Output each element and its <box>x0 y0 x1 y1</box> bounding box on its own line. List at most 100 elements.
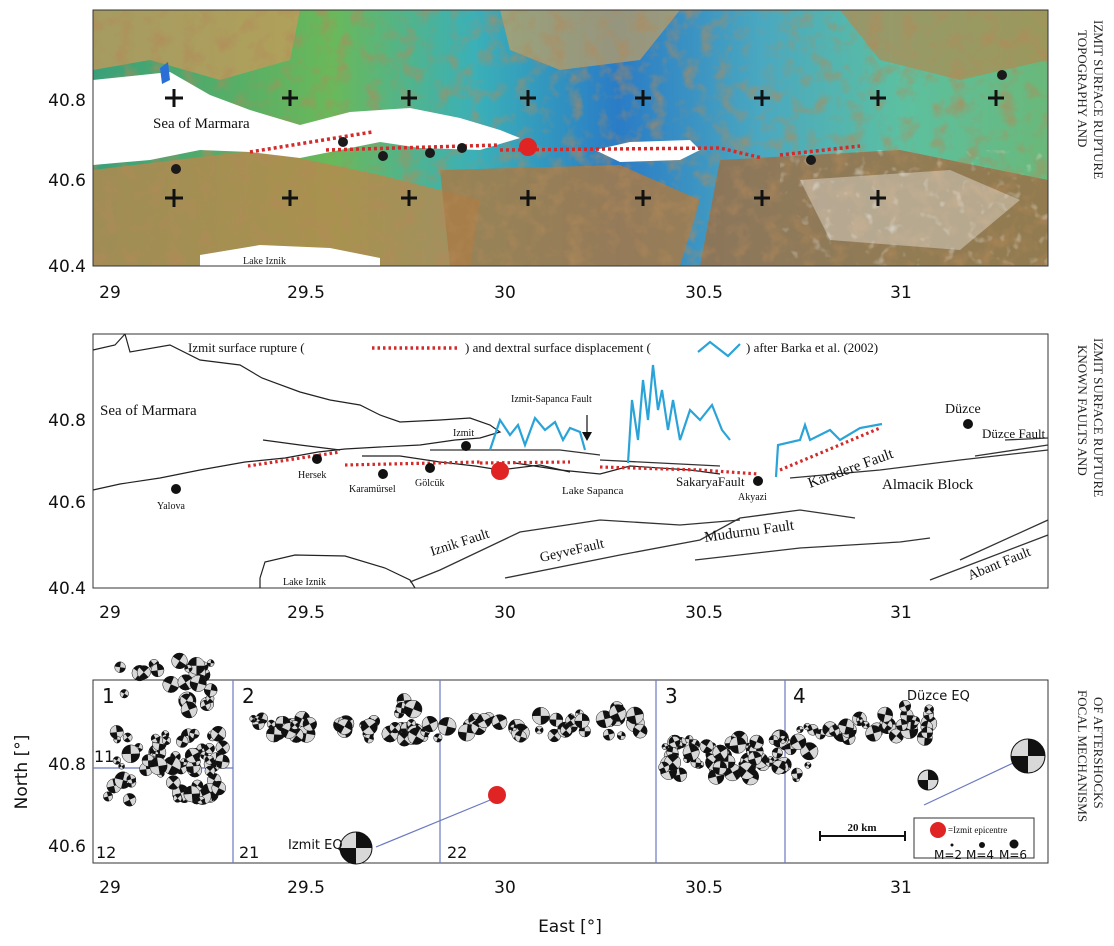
aftershock-mechanism-quadrant <box>212 726 225 742</box>
aftershock-mechanism-quadrant <box>492 714 507 730</box>
legend-m4-symbol <box>979 842 985 848</box>
aftershock-mechanism-quadrant <box>549 712 563 727</box>
golcuk-label: Gölcük <box>415 478 444 489</box>
duzce-eq-label: Düzce EQ <box>907 689 970 704</box>
aftershock-mechanism-quadrant <box>574 713 590 729</box>
sea-of-marmara-label-topo: Sea of Marmara <box>153 116 250 132</box>
aftershock-mechanism-quadrant <box>163 756 180 775</box>
legend-part1: Izmit surface rupture ( <box>188 340 305 355</box>
aftershock-mechanism-quadrant <box>815 729 826 740</box>
aftershock-mechanism-quadrant <box>113 756 121 765</box>
aftershock-mechanism-quadrant <box>861 721 870 729</box>
topo-relief <box>93 10 1048 266</box>
sea-of-marmara-shape <box>93 72 520 165</box>
faults-panel: Izmit surface rupture ( ) and dextral su… <box>48 333 1106 623</box>
region-1: 1 <box>102 684 115 708</box>
izmit-label: Izmit <box>453 428 474 439</box>
x-tick: 30 <box>494 283 516 303</box>
aftershock-mechanism-quadrant <box>838 718 854 735</box>
epicentre-faults <box>491 462 509 480</box>
aftershock-mechanism-quadrant <box>561 724 571 736</box>
epicentre-topo <box>519 138 537 156</box>
aftershock-mechanism-quadrant <box>120 689 129 699</box>
aftershock-mechanism-quadrant <box>610 704 626 722</box>
aftershock-mechanism-quadrant <box>212 781 225 796</box>
aftershock-mechanism-quadrant <box>103 791 113 802</box>
aftershock-mechanism-quadrant <box>924 706 934 713</box>
aftershock-mechanism-quadrant <box>433 733 442 743</box>
legend-epicentre-dot <box>930 822 946 838</box>
aftershock-mechanism-quadrant <box>391 722 399 734</box>
aftershock-mechanism-quadrant <box>217 740 228 755</box>
side-label-line2: OF AFTERSHOCKS <box>1091 697 1106 809</box>
legend-m2-symbol <box>950 843 954 847</box>
lake-sapanca-label: Lake Sapanca <box>562 485 623 497</box>
x-tick: 30.5 <box>685 283 723 303</box>
aftershock-mechanism-quadrant <box>683 744 699 761</box>
aftershock-mechanism-quadrant <box>668 736 681 747</box>
x-tick: 29 <box>99 603 121 623</box>
focal-side-label: FOCAL MECHANISMS OF AFTERSHOCKS <box>1075 690 1106 822</box>
y-tick: 40.6 <box>48 493 86 513</box>
aftershock-mechanism-quadrant <box>515 730 527 743</box>
aftershock-mechanism-quadrant <box>532 707 550 725</box>
legend-m6: M=6 <box>999 848 1027 862</box>
aftershock-mechanism-quadrant <box>900 708 914 722</box>
side-label-line1: KNOWN FAULTS AND <box>1075 345 1090 476</box>
surface-rupture-faults <box>247 426 881 476</box>
aftershock-mechanism-quadrant <box>185 748 200 762</box>
topo-panel: Sea of Marmara Lake Iznik 40.8 40.6 40.4… <box>48 9 1106 303</box>
duzce-eq-small-mechanism <box>917 769 939 791</box>
aftershock-mechanism-quadrant <box>254 716 261 722</box>
aftershock-mechanism-quadrant <box>784 743 797 755</box>
aftershock-mechanism-quadrant <box>172 653 187 669</box>
aftershock-mechanism-quadrant <box>791 768 803 779</box>
displacement-segment-3 <box>774 421 883 478</box>
aftershock-mechanism-quadrant <box>865 725 882 742</box>
lake-iznik-outline <box>259 554 416 589</box>
displacement-segment-2 <box>626 364 731 464</box>
aftershock-mechanism-quadrant <box>626 707 644 724</box>
aftershock-mechanism-quadrant <box>877 707 893 722</box>
aftershock-mechanism-quadrant <box>204 683 218 697</box>
lake-iznik-shape <box>200 245 380 266</box>
subregion-22: 22 <box>447 843 467 862</box>
duzce-fault-label: Düzce Fault <box>982 426 1046 441</box>
y-axis-label: North [°] <box>12 735 32 810</box>
aftershock-mechanism-quadrant <box>250 715 256 723</box>
faults-x-ticks: 29 29.5 30 30.5 31 <box>99 603 912 623</box>
izmit-sapanca-fault-label: Izmit-Sapanca Fault <box>511 394 592 405</box>
x-tick: 31 <box>890 283 912 303</box>
surface-rupture-topo <box>249 130 861 160</box>
aftershock-mechanism-quadrant <box>189 675 207 692</box>
aftershock-mechanism-quadrant <box>713 744 727 761</box>
aftershock-mechanism-quadrant <box>685 735 694 744</box>
aftershock-mechanism-quadrant <box>113 736 121 744</box>
topo-side-label: TOPOGRAPHY AND IZMIT SURFACE RUPTURE <box>1075 20 1106 179</box>
y-tick: 40.6 <box>48 171 86 191</box>
izmit-eq-label: Izmit EQ <box>288 838 343 853</box>
aftershock-mechanism-quadrant <box>476 714 492 727</box>
aftershock-mechanism-quadrant <box>632 725 648 738</box>
hersek-label: Hersek <box>298 470 326 481</box>
duzce-eq-mechanism <box>1010 738 1046 774</box>
legend-part3: ) after Barka et al. (2002) <box>746 340 878 355</box>
aftershock-mechanism-quadrant <box>700 739 713 754</box>
y-tick: 40.8 <box>48 91 86 111</box>
aftershock-mechanism-quadrant <box>804 762 812 769</box>
aftershock-mechanism-quadrant <box>549 729 559 742</box>
aftershock-mechanism-quadrant <box>404 700 422 718</box>
focal-panel: =Izmit epicentre M=2 M=4 M=6 20 km 1 2 3… <box>12 652 1106 937</box>
karamursel-label: Karamürsel <box>349 484 396 495</box>
scale-bar-label: 20 km <box>847 822 876 834</box>
aftershock-mechanism-quadrant <box>458 724 476 742</box>
scale-bar <box>819 831 906 841</box>
y-tick: 40.6 <box>48 837 86 857</box>
aftershock-mechanism-quadrant <box>176 735 188 748</box>
aftershock-mechanism-quadrant <box>771 761 786 774</box>
region-3: 3 <box>665 684 678 708</box>
aftershock-mechanism-quadrant <box>161 731 169 738</box>
legend-magnitudes: M=2 M=4 M=6 <box>934 848 1027 862</box>
legend-displacement-swatch <box>697 340 741 358</box>
lake-iznik-label-topo: Lake Iznik <box>243 256 286 267</box>
